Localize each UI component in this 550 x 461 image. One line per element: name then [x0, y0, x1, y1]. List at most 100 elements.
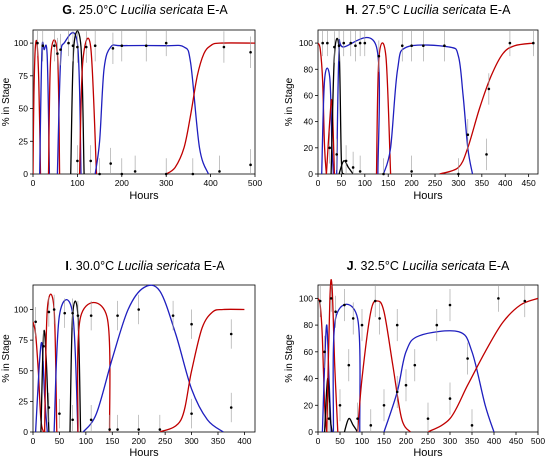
y-tick-label: 75 [19, 335, 29, 345]
data-point [53, 44, 56, 48]
series-curve-8 [159, 308, 245, 432]
panel-temperature: . 25.0°C [72, 3, 121, 17]
data-point [323, 350, 326, 354]
data-point [116, 428, 119, 431]
x-axis-label: Hours [413, 447, 443, 459]
x-tick-label: 350 [475, 178, 489, 188]
data-point [369, 424, 373, 427]
data-point [356, 417, 359, 420]
y-tick-label: 20 [304, 143, 314, 153]
series-curve-7 [383, 330, 495, 432]
x-tick-label: 300 [443, 436, 457, 446]
panel-title: J. 32.5°C Lucilia sericata E-A [347, 259, 510, 273]
data-point [36, 41, 39, 45]
x-tick-label: 400 [237, 436, 251, 446]
data-point [76, 45, 79, 49]
series-curve-5 [69, 300, 82, 432]
series-curve-2 [40, 329, 50, 432]
x-tick-label: 200 [405, 178, 419, 188]
series-curve-8 [439, 42, 534, 174]
data-point [333, 45, 336, 49]
data-point [335, 153, 339, 156]
data-point [349, 41, 353, 45]
data-point [76, 314, 80, 317]
x-tick-label: 500 [248, 178, 262, 188]
x-tick-label: 0 [31, 178, 36, 188]
y-tick-label: 25 [19, 136, 29, 146]
x-axis-label: Hours [129, 447, 159, 459]
y-tick-label: 20 [304, 400, 314, 410]
data-point [190, 412, 193, 415]
data-point [222, 45, 226, 49]
data-point [229, 406, 233, 409]
y-tick-label: 0 [308, 169, 313, 179]
x-tick-label: 150 [377, 436, 391, 446]
x-tick-label: 100 [358, 178, 372, 188]
data-point [120, 44, 124, 48]
data-point [158, 428, 162, 431]
data-point [71, 418, 74, 422]
chart-panel-i: I. 30.0°C Lucilia sericata E-A 0 50 100 150 2… [1, 259, 256, 459]
data-point [58, 412, 61, 415]
x-tick-label: 150 [381, 178, 395, 188]
data-point [358, 170, 362, 173]
series-curve-8 [427, 297, 538, 432]
data-point [190, 322, 193, 326]
data-point [164, 172, 168, 176]
x-tick-label: 50 [335, 436, 345, 446]
data-point [34, 320, 37, 324]
x-axis-label: Hours [129, 190, 159, 202]
data-point [108, 428, 111, 431]
x-tick-label: 350 [465, 436, 479, 446]
data-point [41, 44, 45, 48]
data-point [443, 44, 446, 48]
data-point [410, 44, 413, 48]
x-axis-label: Hours [413, 190, 443, 202]
series-curve-0 [318, 42, 328, 174]
panel-letter: G [62, 3, 72, 17]
y-tick-label: 50 [19, 366, 29, 376]
data-point [400, 44, 404, 48]
series-curve-3 [326, 279, 339, 432]
y-tick-label: 0 [23, 169, 28, 179]
data-point [249, 50, 252, 54]
x-tick-label: 250 [158, 436, 172, 446]
x-tick-label: 100 [79, 436, 93, 446]
panel-temperature: . 30.0°C [69, 259, 118, 273]
data-point [466, 133, 470, 137]
data-point [93, 44, 97, 48]
data-point [59, 48, 62, 51]
data-point [378, 317, 381, 320]
data-point [470, 424, 474, 427]
data-point [338, 403, 342, 407]
series-curve-7 [82, 284, 224, 432]
x-tick-label: 100 [70, 178, 84, 188]
data-point [532, 41, 535, 45]
plot-frame [317, 29, 539, 175]
data-point [191, 172, 195, 176]
x-tick-label: 300 [184, 436, 198, 446]
x-tick-label: 400 [204, 178, 218, 188]
panel-temperature: . 27.5°C [355, 3, 404, 17]
panel-title: H. 27.5°C Lucilia sericata E-A [346, 3, 511, 17]
data-point [321, 41, 324, 45]
data-point [229, 332, 233, 336]
panel-suffix: E-A [486, 3, 511, 17]
x-tick-label: 450 [522, 178, 536, 188]
data-point [89, 418, 93, 422]
data-point [382, 403, 386, 407]
data-point [426, 417, 430, 420]
data-point [377, 54, 381, 58]
data-point [133, 170, 137, 173]
x-tick-label: 200 [115, 178, 129, 188]
data-point [84, 45, 88, 49]
data-point [171, 314, 175, 317]
data-point [47, 310, 51, 314]
panel-species: Lucilia sericata [402, 259, 485, 273]
x-tick-label: 300 [451, 178, 465, 188]
data-point [363, 41, 367, 45]
y-tick-label: 50 [19, 104, 29, 114]
y-tick-label: 25 [19, 396, 29, 406]
panel-species: Lucilia sericata [403, 3, 486, 17]
data-point [347, 363, 351, 367]
